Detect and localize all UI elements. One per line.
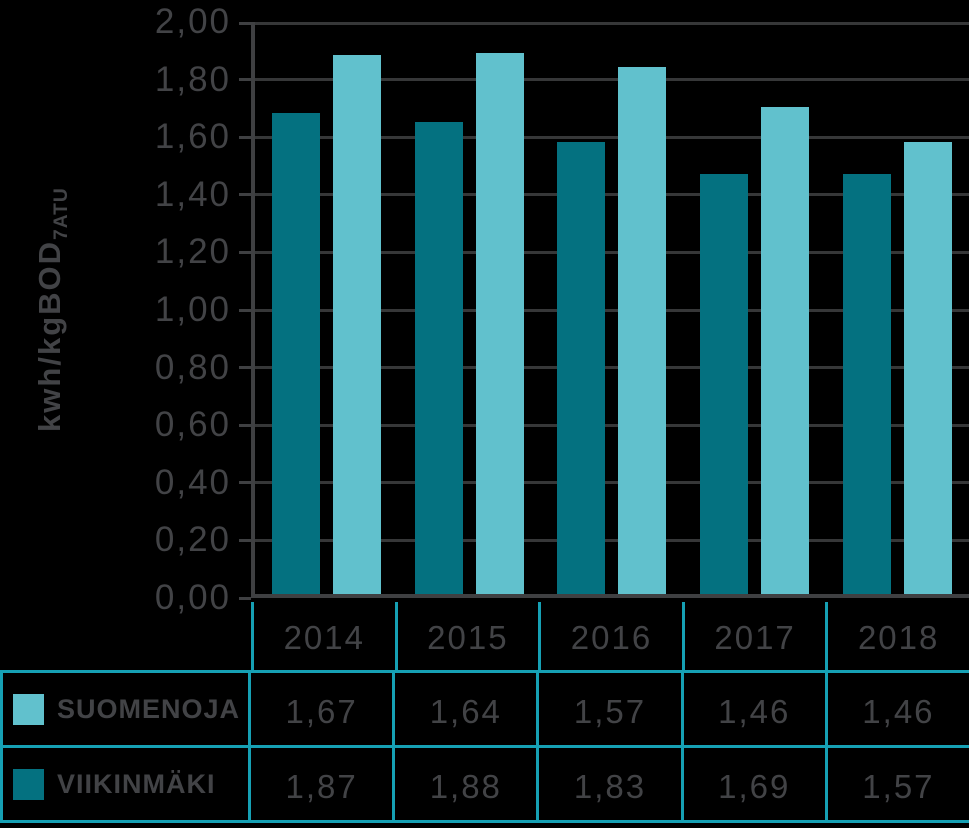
value-cell: 1,87 xyxy=(251,748,396,820)
gridline xyxy=(255,538,969,542)
y-tick-label: 0,80 xyxy=(154,347,231,387)
y-tick-label: 1,00 xyxy=(154,290,231,329)
table-data-block: SUOMENOJA 1,67 1,64 1,57 1,46 1,46 VIIKINMÄKI 1… xyxy=(0,670,969,823)
bar-suomenoja-2015 xyxy=(414,121,463,594)
legend-label: SUOMENOJA xyxy=(57,693,241,724)
value-cell: 1,67 xyxy=(251,673,396,745)
bar-viikinmki-2018 xyxy=(904,141,953,594)
value-cell: 1,46 xyxy=(862,693,935,730)
value-cell: 1,88 xyxy=(395,748,540,820)
gridline xyxy=(255,308,969,312)
table-year-header-row: 2014 2015 2016 2017 2018 xyxy=(251,602,969,670)
axis-tick xyxy=(239,366,251,370)
bar-suomenoja-2016 xyxy=(557,141,606,594)
axis-tick xyxy=(239,596,251,600)
axis-tick xyxy=(239,308,251,312)
y-tick-label: 0,40 xyxy=(154,462,231,502)
bar-viikinmki-2015 xyxy=(475,52,524,594)
table-row: VIIKINMÄKI 1,87 1,88 1,83 1,69 1,57 xyxy=(3,748,969,820)
y-tick-label: 0,20 xyxy=(154,520,231,560)
y-tick-label: 1,80 xyxy=(154,59,231,99)
bar-groups xyxy=(255,22,969,594)
gridline xyxy=(255,22,969,25)
year-header-cell: 2014 xyxy=(254,602,398,670)
value-cell: 1,83 xyxy=(539,748,684,820)
year-header-cell: 2016 xyxy=(541,602,685,670)
y-tick-label: 1,60 xyxy=(154,117,231,157)
year-header-cell: 2015 xyxy=(398,602,542,670)
bar-viikinmki-2016 xyxy=(618,66,667,594)
y-tick-label: 0,60 xyxy=(154,405,231,445)
y-tick-label: 0,00 xyxy=(154,578,231,617)
value-cell: 1,69 xyxy=(684,748,828,820)
gridline xyxy=(255,423,969,427)
axis-tick xyxy=(239,481,251,485)
value-cell: 1,64 xyxy=(395,673,540,745)
axis-tick xyxy=(239,135,251,139)
gridline xyxy=(255,366,969,370)
axis-tick xyxy=(239,22,251,25)
legend-swatch-icon xyxy=(13,693,44,725)
y-tick-label: 1,20 xyxy=(154,232,231,272)
bar-suomenoja-2017 xyxy=(700,173,749,594)
bar-viikinmki-2017 xyxy=(761,107,810,594)
bar-suomenoja-2014 xyxy=(271,113,320,594)
value-cell: 1,46 xyxy=(684,673,828,745)
gridline xyxy=(255,193,969,197)
bar-suomenoja-2018 xyxy=(843,173,892,594)
axis-tick xyxy=(239,250,251,254)
legend-cell: VIIKINMÄKI xyxy=(3,748,251,820)
year-header-cell: 2018 xyxy=(857,619,940,656)
bar-group-2017 xyxy=(683,22,826,594)
legend-cell: SUOMENOJA xyxy=(3,673,251,745)
gridline xyxy=(255,78,969,82)
gridline xyxy=(255,481,969,485)
gridline xyxy=(255,250,969,254)
year-header-cell: 2017 xyxy=(685,602,829,670)
axis-tick xyxy=(239,423,251,427)
y-tick-label: 1,40 xyxy=(154,174,231,214)
table-row: SUOMENOJA 1,67 1,64 1,57 1,46 1,46 xyxy=(3,673,969,748)
axis-tick xyxy=(239,193,251,197)
axis-tick xyxy=(239,78,251,82)
bar-group-2014 xyxy=(255,22,398,594)
bar-group-2016 xyxy=(541,22,684,594)
bar-viikinmki-2014 xyxy=(332,55,381,594)
bar-group-2018 xyxy=(826,22,969,594)
bar-group-2015 xyxy=(398,22,541,594)
gridline xyxy=(255,135,969,139)
axis-tick xyxy=(239,538,251,542)
value-cell: 1,57 xyxy=(862,768,935,805)
legend-swatch-icon xyxy=(13,768,44,800)
y-tick-label: 2,00 xyxy=(154,2,231,41)
value-cell: 1,57 xyxy=(539,673,684,745)
plot-area xyxy=(239,22,969,600)
legend-label: VIIKINMÄKI xyxy=(57,768,216,799)
